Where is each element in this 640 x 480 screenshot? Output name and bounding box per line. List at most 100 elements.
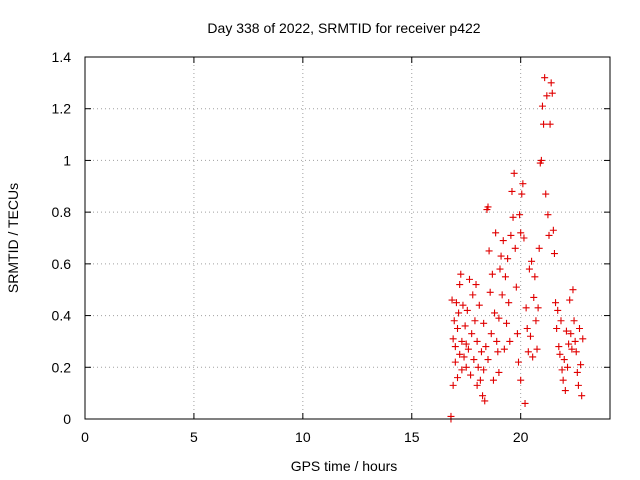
data-point [574,381,582,389]
data-point [497,252,505,260]
data-point [473,337,481,345]
data-point [524,348,532,356]
data-point [521,399,529,407]
x-tick-label: 5 [190,429,198,445]
data-point [560,356,568,364]
data-point [508,187,516,195]
chart-title: Day 338 of 2022, SRMTID for receiver p42… [207,20,480,36]
data-point [450,317,458,325]
data-point [517,229,525,237]
data-point [515,358,523,366]
data-point [493,337,501,345]
data-point [579,335,587,343]
data-point [456,350,464,358]
axis-ticks [84,56,610,420]
data-point [554,306,562,314]
data-point [572,348,580,356]
data-point [449,381,457,389]
data-point [564,363,572,371]
data-point [562,327,570,335]
data-point [569,286,577,294]
data-point [529,353,537,361]
data-point [540,120,548,128]
data-point [559,376,567,384]
data-point [501,273,509,281]
data-point [507,231,515,239]
data-point [533,345,541,353]
y-tick-label: 0.8 [52,204,72,220]
data-point [476,376,484,384]
data-point [489,376,497,384]
x-tick-label: 10 [295,429,311,445]
data-point [505,299,513,307]
y-tick-label: 0.4 [52,308,72,324]
data-point [511,244,519,252]
data-point [477,348,485,356]
data-point [547,79,555,87]
data-point [578,392,586,400]
y-tick-label: 0.2 [52,359,72,375]
data-point [537,156,545,164]
x-tick-label: 15 [404,429,420,445]
data-point [576,325,584,332]
data-point [552,299,560,307]
data-point [457,270,465,278]
data-point [526,332,534,340]
data-point [449,335,457,343]
y-tick-label: 0.6 [52,256,72,272]
data-point [465,275,473,283]
data-point [484,356,492,364]
data-point [451,343,459,351]
data-point [474,363,482,371]
data-point [481,397,489,405]
data-point [458,337,466,345]
data-point [454,374,462,382]
data-point [451,358,459,366]
data-point [561,387,569,395]
data-point [464,345,472,353]
data-point [519,180,527,188]
data-point [517,376,525,384]
data-point [504,255,512,263]
data-point [534,304,542,312]
data-point [455,309,463,317]
y-tick-label: 0 [63,411,71,427]
data-point [523,325,531,332]
data-point [494,348,502,356]
data-point [495,368,503,376]
data-point [463,306,471,314]
grid-lines [85,57,610,419]
data-point [520,234,528,242]
data-point [568,345,576,353]
data-point [512,283,520,291]
data-point [487,330,495,338]
data-point [513,330,521,338]
data-point [538,102,546,110]
data-point [479,392,487,400]
data-point [516,211,524,219]
data-point [470,356,478,364]
data-point [557,317,565,325]
data-point [546,120,554,128]
data-point [459,301,467,309]
data-point [530,293,538,301]
data-point [555,343,563,351]
data-point [456,281,464,289]
x-axis-label: GPS time / hours [291,458,398,474]
data-point [484,203,492,211]
data-point [571,337,579,345]
data-point [495,314,503,322]
data-point [461,322,469,330]
plot-frame [84,56,611,420]
data-point [518,190,526,198]
data-point [550,250,558,258]
data-point [510,169,518,177]
data-point [509,213,517,221]
y-tick-label: 1 [63,152,71,168]
data-point [545,231,553,239]
y-tick-labels: 0 0.2 0.4 0.6 0.8 1 1.2 1.4 [52,49,72,427]
data-point [541,74,549,82]
data-point [492,229,500,237]
data-point [486,288,494,296]
